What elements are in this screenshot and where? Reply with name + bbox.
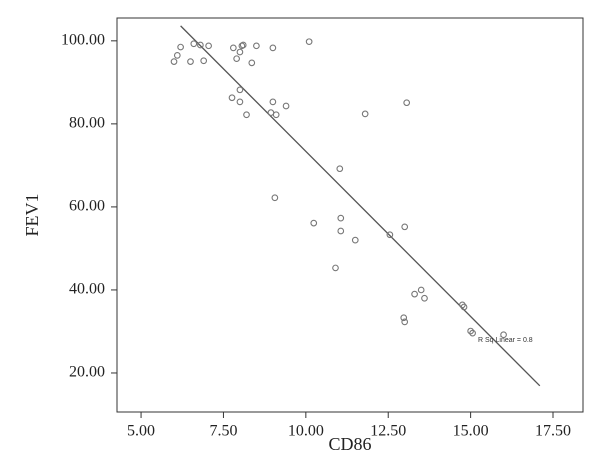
point	[337, 227, 345, 235]
point	[400, 314, 408, 322]
point	[197, 41, 204, 49]
y-tick-label: 80.00	[69, 115, 105, 132]
annotation: R Sq Linear = 0.8	[478, 337, 533, 344]
point	[253, 42, 260, 50]
point	[200, 57, 208, 65]
point	[239, 41, 247, 49]
point	[386, 231, 394, 239]
point	[228, 94, 236, 102]
x-tick-label: 10.00	[288, 423, 324, 440]
point	[401, 223, 409, 231]
point	[310, 219, 318, 227]
point	[272, 111, 280, 119]
point	[282, 102, 290, 110]
point	[411, 290, 418, 298]
y-tick-label: 60.00	[69, 198, 105, 215]
point	[417, 286, 425, 294]
y-axis-label: FEV1	[22, 193, 42, 236]
point	[469, 329, 476, 337]
point	[421, 294, 428, 302]
fit-line	[180, 25, 541, 387]
point	[173, 52, 181, 59]
point	[337, 214, 345, 222]
point	[361, 110, 369, 118]
point	[305, 38, 313, 46]
x-tick-label: 15.00	[453, 423, 489, 440]
point	[243, 111, 250, 119]
y-tick-label: 40.00	[69, 281, 105, 298]
point	[177, 43, 184, 51]
x-tick-label: 7.50	[209, 423, 237, 440]
y-tick-label: 100.00	[61, 32, 105, 49]
point	[269, 44, 277, 52]
point	[236, 86, 244, 94]
point	[467, 327, 474, 335]
point	[332, 264, 339, 272]
point	[351, 236, 359, 244]
point	[190, 40, 198, 48]
point	[229, 44, 237, 52]
point	[336, 165, 344, 173]
plot-frame	[116, 17, 584, 413]
point	[236, 98, 244, 106]
point	[460, 303, 468, 311]
point	[233, 55, 240, 63]
point	[205, 42, 212, 50]
x-axis-label: CD86	[328, 434, 371, 454]
x-tick-label: 12.50	[370, 423, 406, 440]
y-tick-label: 20.00	[69, 364, 105, 381]
x-tick-label: 5.00	[127, 423, 155, 440]
point	[187, 58, 194, 65]
point	[403, 99, 411, 107]
point	[248, 59, 256, 67]
point	[500, 331, 507, 339]
point	[269, 98, 277, 106]
point	[170, 58, 178, 65]
x-tick-label: 17.50	[535, 423, 571, 440]
point	[401, 318, 409, 326]
point	[271, 194, 279, 202]
point	[236, 48, 244, 56]
